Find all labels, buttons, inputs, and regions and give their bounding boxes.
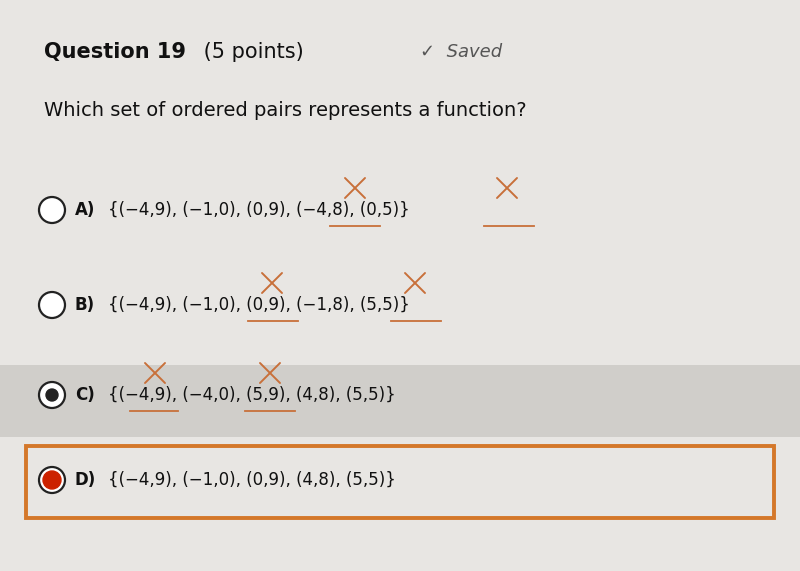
Circle shape (43, 471, 61, 489)
Text: {(−4,9), (−1,0), (0,9), (−4,8), (0,5)}: {(−4,9), (−1,0), (0,9), (−4,8), (0,5)} (108, 201, 410, 219)
Text: (5 points): (5 points) (197, 42, 304, 62)
Circle shape (39, 292, 65, 318)
Text: Question 19: Question 19 (44, 42, 186, 62)
Text: {(−4,9), (−4,0), (5,9), (4,8), (5,5)}: {(−4,9), (−4,0), (5,9), (4,8), (5,5)} (108, 386, 396, 404)
Text: A): A) (75, 201, 95, 219)
Text: Which set of ordered pairs represents a function?: Which set of ordered pairs represents a … (44, 100, 526, 119)
Text: {(−4,9), (−1,0), (0,9), (4,8), (5,5)}: {(−4,9), (−1,0), (0,9), (4,8), (5,5)} (108, 471, 396, 489)
Circle shape (39, 467, 65, 493)
Text: {(−4,9), (−1,0), (0,9), (−1,8), (5,5)}: {(−4,9), (−1,0), (0,9), (−1,8), (5,5)} (108, 296, 410, 314)
Text: ✓  Saved: ✓ Saved (420, 43, 502, 61)
Circle shape (46, 389, 58, 401)
Text: B): B) (75, 296, 95, 314)
Text: D): D) (75, 471, 96, 489)
Circle shape (39, 197, 65, 223)
Text: C): C) (75, 386, 94, 404)
Circle shape (39, 382, 65, 408)
Bar (0, 365, 800, 437)
